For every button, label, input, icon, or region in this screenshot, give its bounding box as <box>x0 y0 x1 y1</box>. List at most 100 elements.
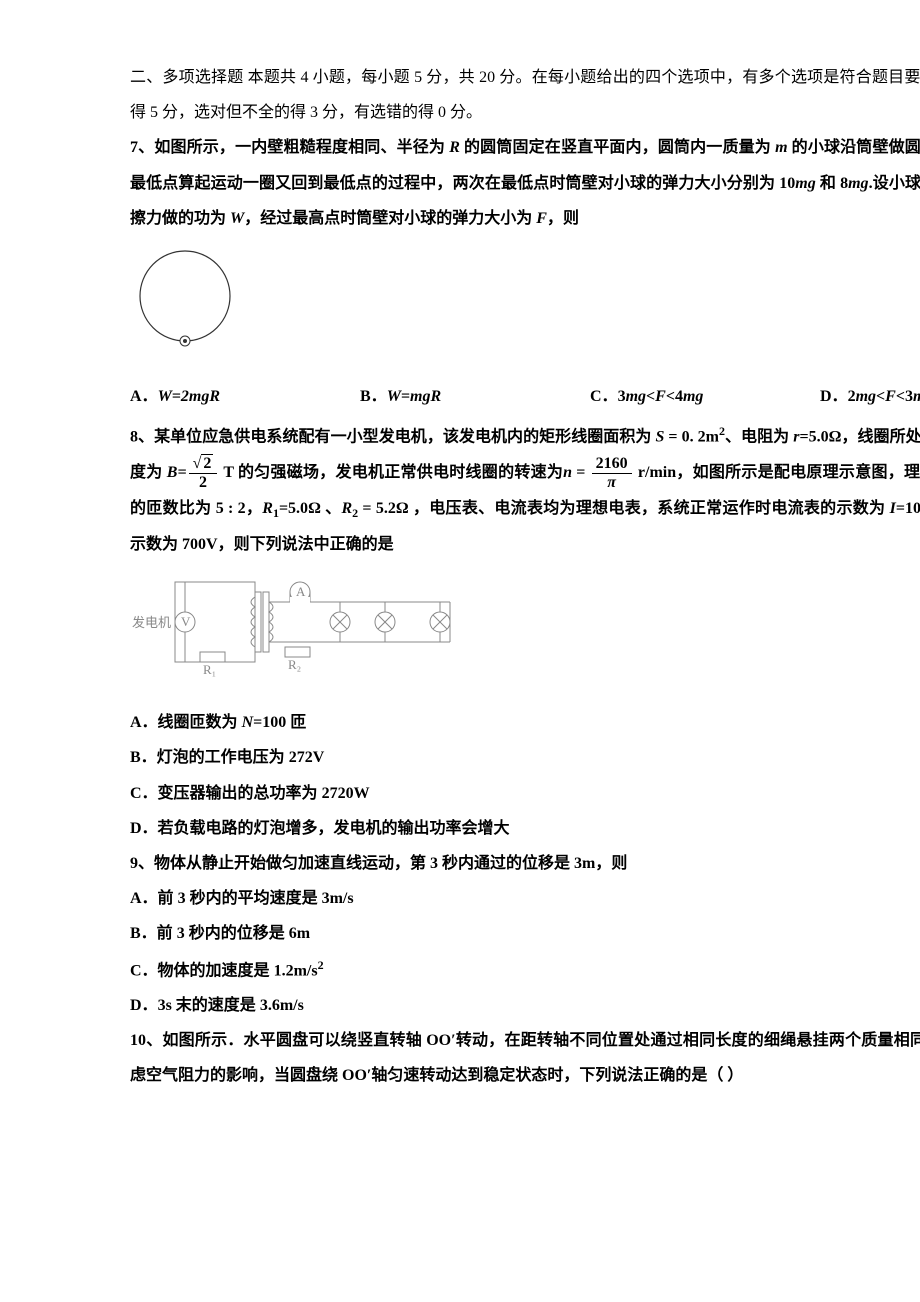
q7-D-lt2: < <box>896 388 905 405</box>
R2-label: R₂ <box>288 657 301 672</box>
q9B-mid: 3 <box>177 925 185 942</box>
q8-t4: 的匀强磁场，发电机正常供电时线圈的转速为 <box>234 464 563 481</box>
q8-frac-n: 2160π <box>592 455 632 491</box>
q8-opt-C: C．变压器输出的总功率为 2720W <box>130 776 920 811</box>
q8-R2: R <box>341 500 352 517</box>
R1-label: R₁ <box>203 662 216 677</box>
q10-OO2: OO′ <box>342 1067 371 1084</box>
q9A-post: 秒内的平均速度是 <box>186 890 322 907</box>
sqrt-icon: 2 <box>193 455 214 473</box>
q10-t4: 轴匀速转动达到稳定状态时，下列说法正确的是（ ） <box>371 1067 743 1084</box>
q8-Bunit: T <box>219 464 233 481</box>
q7-mg2: mg <box>848 175 868 192</box>
q10-num: 10、 <box>130 1032 162 1049</box>
q8-A-val: =100 匝 <box>253 714 306 731</box>
q9B-val: 6m <box>289 925 310 942</box>
bulb-3-icon <box>430 602 450 642</box>
q8-t1: 某单位应急供电系统配有一小型发电机，该发电机内的矩形线圈面积为 <box>154 429 655 446</box>
q9-stem: 9、物体从静止开始做匀加速直线运动，第 3 秒内通过的位移是 3m，则 <box>130 846 920 881</box>
q7-b2: 8 <box>840 175 848 192</box>
q7-m: m <box>775 139 787 156</box>
q7-mg1: mg <box>795 175 815 192</box>
q8-opt-B: B．灯泡的工作电压为 272V <box>130 740 920 775</box>
q7-D-mg2: mg <box>913 388 920 405</box>
q7-opt-D: D．2mg<F<3mg <box>820 379 920 414</box>
q8-C-val: 2720W <box>322 785 370 802</box>
q7-options: A．W=2mgR B．W=mgR C．3mg<F<4mg D．2mg<F<3mg <box>130 379 920 414</box>
gen-label: 发电机 <box>132 615 171 630</box>
q9C-val: 1.2m/s <box>274 962 318 979</box>
section-heading: 二、多项选择题 本题共 4 小题，每小题 5 分，共 20 分。在每小题给出的四… <box>130 60 920 130</box>
q8-Bden: 2 <box>189 474 218 492</box>
q8-R2v: = 5.2 <box>358 500 396 517</box>
q8-opt-A: A．线圈匝数为 N=100 匝 <box>130 705 920 740</box>
q8-nnum: 2160 <box>592 455 632 474</box>
q7-B-val: W=mgR <box>387 388 441 405</box>
q9D-val: 3.6m/s <box>260 997 304 1014</box>
q7-C-1: 3 <box>618 388 626 405</box>
q7-t6: ，则 <box>547 210 579 227</box>
q9C-pre: C．物体的加速度是 <box>130 962 274 979</box>
q8-opt-D: D．若负载电路的灯泡增多，发电机的输出功率会增大 <box>130 811 920 846</box>
q8-t6: ，电压表、电流表均为理想电表，系统正常运作时电流表的示数为 <box>409 500 890 517</box>
q8-ohm2: Ω <box>308 500 321 517</box>
q8-Iv: =10 A <box>896 500 920 517</box>
q7-t5: ，经过最高点时筒壁对小球的弹力大小为 <box>244 210 536 227</box>
q7-D-pre: D． <box>820 388 848 405</box>
q7-D-1: 2 <box>848 388 856 405</box>
q7-opt-C: C．3mg<F<4mg <box>590 379 820 414</box>
q9-t3: ，则 <box>595 855 627 872</box>
q7-C-F: F <box>655 388 666 405</box>
q7-C-mg2: mg <box>683 388 703 405</box>
q8-c1: ， <box>246 500 263 517</box>
q8-R1: R <box>262 500 273 517</box>
q8-rval: =5.0 <box>799 429 828 446</box>
q7-A-pre: A． <box>130 388 158 405</box>
q10-stem: 10、如图所示．水平圆盘可以绕竖直转轴 OO′ 转动，在距转轴不同位置处通过相同长… <box>130 1023 920 1093</box>
q8-stem: 8、某单位应急供电系统配有一小型发电机，该发电机内的矩形线圈面积为 S = 0.… <box>130 418 920 562</box>
q8-R1v: =5.0 <box>279 500 308 517</box>
q7-F: F <box>536 210 547 227</box>
q9B-pre: B．前 <box>130 925 177 942</box>
q9-3a: 3 <box>430 855 438 872</box>
q9-opt-B: B．前 3 秒内的位移是 6m <box>130 916 920 951</box>
q7-opt-A: A．W=2mgR <box>130 379 360 414</box>
q8-Vv: 700V <box>182 536 218 553</box>
q10-t1: 如图所示．水平圆盘可以绕竖直转轴 <box>162 1032 426 1049</box>
ammeter-label: A <box>296 584 306 599</box>
q8-circuit-figure: 发电机 V R₁ A R₂ <box>130 572 920 695</box>
q8-ohm1: Ω <box>829 429 842 446</box>
q7-C-lt2: < <box>666 388 675 405</box>
q7-num: 7、 <box>130 139 154 156</box>
q9-t2: 秒内通过的位移是 <box>438 855 574 872</box>
voltmeter-label: V <box>181 614 191 629</box>
q7-D-lt1: < <box>876 388 885 405</box>
q9-opt-A: A．前 3 秒内的平均速度是 3m/s <box>130 881 920 916</box>
q7-C-lt1: < <box>646 388 655 405</box>
q8-nunit: r/min <box>634 464 676 481</box>
q8-B: B= <box>167 464 187 481</box>
q7-C-mg1: mg <box>626 388 646 405</box>
q7-D-F: F <box>885 388 896 405</box>
q9A-mid: 3 <box>178 890 186 907</box>
circle-diagram-icon <box>130 246 240 356</box>
q9D-pre: D． <box>130 997 158 1014</box>
q9B-post: 秒内的位移是 <box>185 925 289 942</box>
q7-C-pre: C． <box>590 388 618 405</box>
q8-n: n <box>563 464 572 481</box>
q9D-mid: 3s <box>158 997 172 1014</box>
q7-stem: 7、如图所示，一内壁粗糙程度相同、半径为 R 的圆筒固定在竖直平面内，圆筒内一质… <box>130 130 920 236</box>
q8-B-val: 272V <box>289 749 325 766</box>
q7-C-2: 4 <box>675 388 683 405</box>
q9-opt-D: D．3s 末的速度是 3.6m/s <box>130 988 920 1023</box>
bulb-1-icon <box>330 602 350 642</box>
q8-num: 8、 <box>130 429 154 446</box>
circuit-diagram-icon: 发电机 V R₁ A R₂ <box>130 572 460 682</box>
q7-B-pre: B． <box>360 388 387 405</box>
q7-figure <box>130 246 920 369</box>
q10-t2: 转动，在距转轴不同位置处通过相同长度的细绳悬挂两个质量相同的物体 <box>456 1032 920 1049</box>
q8-B-text: B．灯泡的工作电压为 <box>130 749 289 766</box>
q9-3m: 3m <box>574 855 595 872</box>
q9A-val: 3m/s <box>322 890 354 907</box>
q8-C-text: C．变压器输出的总功率为 <box>130 785 322 802</box>
